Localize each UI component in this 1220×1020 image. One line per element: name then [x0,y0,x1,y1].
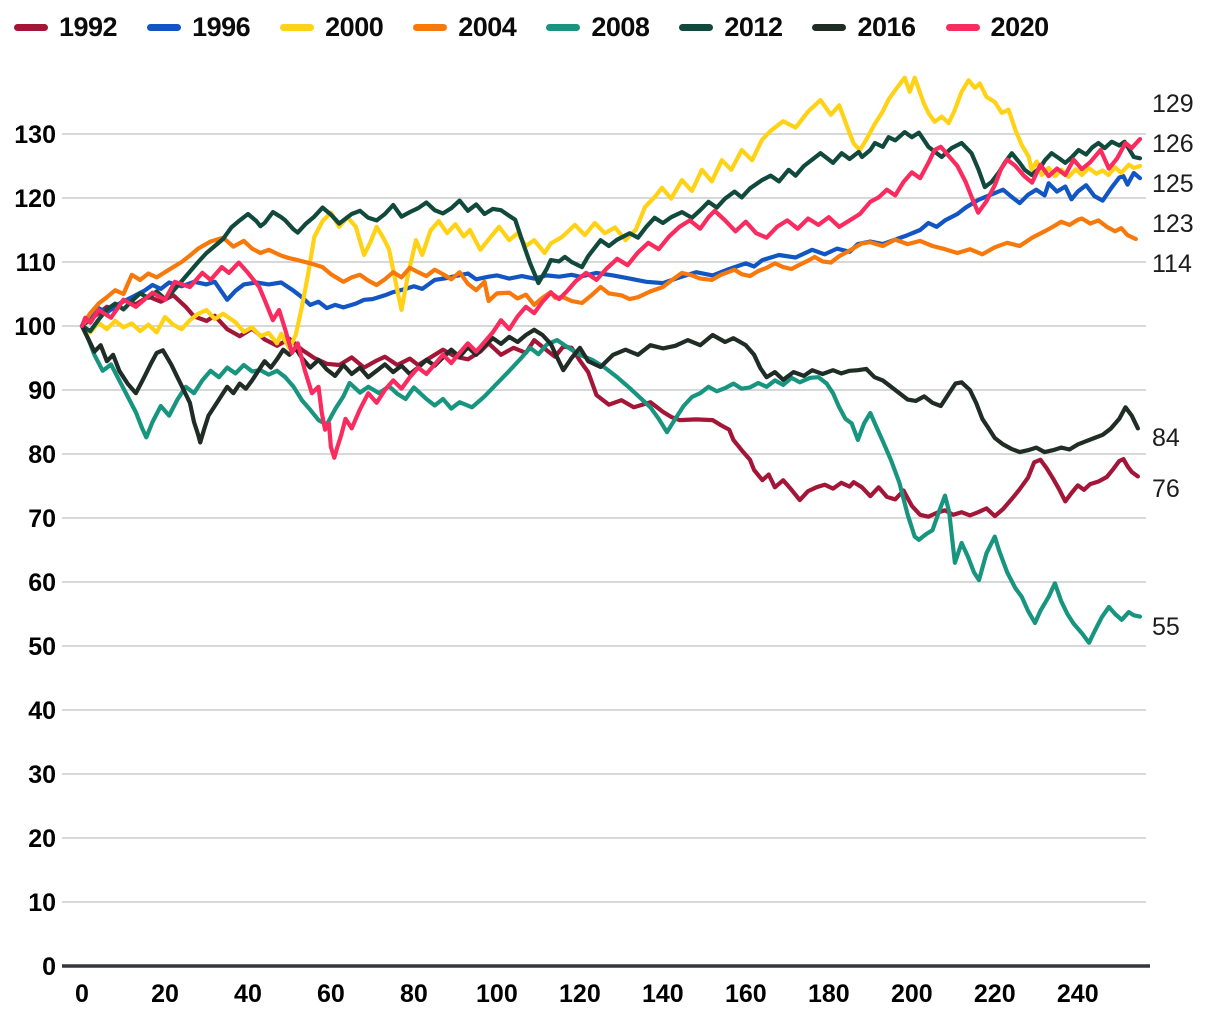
y-tick-label-60: 60 [28,569,56,597]
legend-item-2008: 2008 [546,12,650,43]
series-line-2004 [79,216,1138,329]
legend-item-1996: 1996 [147,12,251,43]
y-tick-label-130: 130 [14,121,56,149]
end-label-1996: 123 [1152,210,1194,238]
y-tick-label-50: 50 [28,633,56,661]
end-label-2012: 126 [1152,130,1194,158]
x-tick-label-180: 180 [808,980,850,1008]
legend-swatch-icon [147,24,182,31]
legend-label: 1992 [59,12,118,42]
y-tick-label-100: 100 [14,313,56,341]
legend-swatch-icon [945,24,980,31]
x-tick-label-240: 240 [1057,980,1099,1008]
x-tick-label-140: 140 [642,980,684,1008]
legend-label: 2004 [458,12,517,42]
legend-swatch-icon [413,24,448,31]
legend-label: 2020 [990,12,1050,42]
y-tick-label-120: 120 [14,185,56,213]
chart-legend: 1992 1996 2000 2004 2008 2012 2016 2020 [14,12,1079,43]
x-tick-label-220: 220 [974,980,1016,1008]
legend-swatch-icon [679,24,714,31]
legend-swatch-icon [280,24,315,31]
x-tick-label-80: 80 [400,980,428,1008]
legend-swatch-icon [546,24,581,31]
y-tick-label-20: 20 [28,825,56,853]
x-tick-label-20: 20 [151,980,179,1008]
y-tick-label-110: 110 [16,249,56,277]
series-line-2020 [79,137,1143,460]
y-tick-label-40: 40 [28,697,56,725]
end-label-2008: 55 [1152,613,1180,641]
legend-item-2020: 2020 [945,12,1050,43]
legend-label: 1996 [192,12,251,42]
legend-item-2000: 2000 [280,12,384,43]
x-tick-label-160: 160 [725,980,767,1008]
end-label-2016: 84 [1152,424,1180,452]
legend-item-2016: 2016 [812,12,916,43]
y-tick-label-0: 0 [42,953,56,981]
x-tick-label-40: 40 [234,980,262,1008]
series-line-2016 [79,323,1141,455]
legend-item-1992: 1992 [14,12,118,43]
legend-label: 2016 [857,12,916,42]
end-label-1992: 76 [1152,475,1180,503]
x-tick-label-60: 60 [317,980,345,1008]
x-tick-label-100: 100 [476,980,518,1008]
legend-swatch-icon [812,24,847,31]
end-label-2004: 114 [1152,250,1192,278]
legend-item-2004: 2004 [413,12,517,43]
x-tick-label-200: 200 [891,980,933,1008]
y-tick-label-90: 90 [28,377,56,405]
series-line-1996 [79,170,1143,329]
y-tick-label-70: 70 [28,505,56,533]
x-tick-label-120: 120 [559,980,601,1008]
y-tick-label-10: 10 [28,889,56,917]
series-line-2008 [79,323,1143,645]
series-line-2012 [79,130,1143,334]
legend-label: 2012 [724,12,783,42]
x-tick-label-0: 0 [75,980,89,1008]
legend-label: 2000 [325,12,384,42]
end-label-2020: 129 [1152,90,1194,118]
end-label-2000: 125 [1152,170,1194,198]
series-line-2000 [79,75,1143,351]
y-tick-label-30: 30 [28,761,56,789]
legend-swatch-icon [14,24,48,31]
legend-item-2012: 2012 [679,12,783,43]
legend-label: 2008 [591,12,650,42]
y-tick-label-80: 80 [28,441,56,469]
